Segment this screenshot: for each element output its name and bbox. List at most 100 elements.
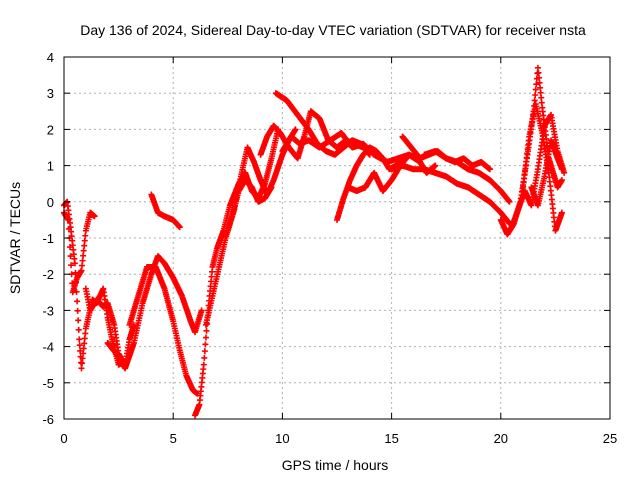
data-point-run	[111, 325, 122, 354]
data-point-run	[79, 232, 89, 269]
data-point-run	[251, 160, 264, 182]
data-point	[558, 166, 565, 173]
x-tick-label: 20	[494, 431, 508, 446]
y-tick-label: -2	[42, 267, 54, 282]
data-point-run	[443, 173, 460, 187]
y-tick-label: 3	[47, 86, 54, 101]
data-point	[558, 209, 565, 216]
y-tick-label: 0	[47, 195, 54, 210]
x-tick-label: 5	[170, 431, 177, 446]
data-point-run	[64, 203, 74, 226]
data-point-run	[535, 175, 547, 207]
data-point-run	[153, 265, 167, 291]
data-point-run	[216, 237, 229, 268]
data-point-run	[268, 128, 281, 160]
data-point	[432, 162, 439, 169]
data-point-run	[127, 294, 141, 327]
data-point-run	[476, 191, 493, 205]
data-point	[200, 361, 207, 368]
data-point	[76, 336, 83, 343]
series-track-5	[126, 263, 201, 397]
data-point	[194, 390, 201, 397]
data-point-run	[271, 153, 285, 182]
data-point-run	[148, 193, 161, 215]
data-point-run	[317, 116, 331, 142]
data-point-run	[170, 217, 183, 230]
data-point-run	[454, 159, 471, 172]
series-track-20	[519, 101, 565, 234]
data-point-run	[432, 148, 449, 161]
data-point-run	[273, 90, 290, 104]
data-point-run	[203, 295, 215, 326]
data-point-run	[155, 253, 167, 266]
data-point-run	[317, 137, 333, 151]
series-track-4	[104, 253, 205, 372]
data-point-run	[105, 340, 119, 357]
data-point-run	[284, 98, 301, 118]
data-point-run	[79, 330, 89, 367]
data-point-run	[546, 174, 558, 230]
x-tick-label: 0	[60, 431, 67, 446]
data-point-run	[262, 157, 274, 185]
data-point-run	[231, 176, 244, 210]
data-point-run	[131, 302, 146, 344]
x-tick-label: 25	[603, 431, 617, 446]
data-point-run	[380, 177, 395, 194]
data-point-run	[249, 185, 261, 204]
y-tick-label: -1	[42, 231, 54, 246]
data-point-run	[400, 134, 414, 150]
data-point	[198, 307, 205, 314]
series-track-14	[344, 151, 439, 194]
data-point-run	[533, 103, 545, 134]
data-point-run	[347, 163, 360, 182]
data-point-run	[72, 269, 82, 333]
y-tick-label: -4	[42, 340, 54, 355]
x-tick-label: 10	[275, 431, 289, 446]
data-point	[71, 260, 78, 267]
data-point-run	[264, 178, 277, 197]
series-track-19	[508, 111, 568, 231]
y-tick-label: 2	[47, 122, 54, 137]
series-track-16	[388, 162, 513, 227]
y-tick-label: -6	[42, 412, 54, 427]
data-point-run	[192, 309, 205, 334]
y-tick-label: -5	[42, 376, 54, 391]
data-point-run	[541, 140, 554, 177]
data-point	[176, 224, 183, 231]
data-point-run	[520, 137, 532, 190]
data-point-run	[225, 207, 237, 232]
series-track-7	[192, 126, 282, 419]
data-point-run	[170, 320, 183, 351]
data-point-run	[354, 152, 366, 168]
series-track-21	[528, 137, 565, 209]
data-point-run	[220, 204, 233, 232]
data-point-run	[242, 177, 255, 190]
series-track-17	[421, 148, 513, 205]
data-point-run	[245, 145, 257, 164]
data-point-run	[552, 211, 565, 233]
data-point-run	[498, 188, 512, 205]
grid	[64, 57, 610, 419]
data-point-run	[487, 199, 504, 216]
data-point-run	[170, 275, 185, 298]
data-point-run	[179, 294, 194, 323]
x-axis-label: GPS time / hours	[282, 457, 389, 473]
chart-title: Day 136 of 2024, Sidereal Day-to-day VTE…	[80, 22, 586, 38]
data-point-run	[548, 114, 561, 152]
data-point-run	[76, 342, 85, 366]
y-tick-label: -3	[42, 303, 54, 318]
data-point-run	[210, 266, 222, 297]
data-point	[292, 126, 299, 133]
data-point-run	[140, 273, 154, 305]
data-point-run	[105, 301, 117, 327]
data-point	[558, 177, 565, 184]
data-point-run	[196, 366, 207, 404]
data-point-run	[338, 130, 355, 150]
data-point-run	[177, 349, 189, 377]
series-track-1	[61, 209, 98, 296]
data-point-run	[498, 210, 512, 226]
data-point-run	[308, 108, 322, 122]
data-point-run	[487, 177, 504, 194]
data-point-run	[535, 69, 545, 106]
